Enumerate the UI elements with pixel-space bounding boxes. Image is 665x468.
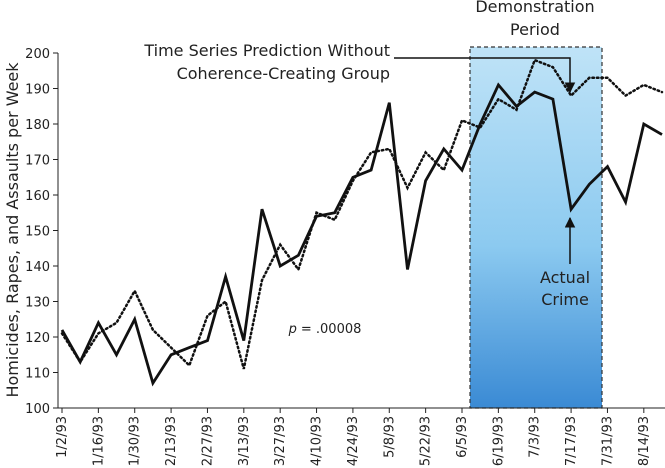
prediction-label: Time Series Prediction Without xyxy=(143,41,390,60)
x-tick-label: 6/5/93 xyxy=(455,416,470,458)
x-tick-label: 5/8/93 xyxy=(382,416,397,458)
x-tick-label: 8/14/93 xyxy=(637,416,652,466)
series-line xyxy=(60,58,664,370)
x-tick-label: 6/19/93 xyxy=(491,416,506,466)
x-tick-label: 2/13/93 xyxy=(164,416,179,466)
y-tick-label: 150 xyxy=(25,225,50,240)
p-value: p = .00008 xyxy=(288,322,362,337)
x-tick-label: 1/16/93 xyxy=(91,416,106,466)
prediction-arrow xyxy=(394,57,576,94)
x-tick-label: 3/13/93 xyxy=(237,416,252,466)
series-line xyxy=(60,82,663,387)
x-tick-label: 1/2/93 xyxy=(55,416,70,458)
x-tick-label: 7/17/93 xyxy=(564,416,579,466)
y-tick-label: 180 xyxy=(25,118,50,133)
x-tick-label: 7/3/93 xyxy=(528,416,543,458)
x-tick-label: 1/30/93 xyxy=(128,416,143,466)
x-tick-label: 3/27/93 xyxy=(273,416,288,466)
demonstration-label: Period xyxy=(510,20,560,39)
x-tick-label: 7/31/93 xyxy=(600,416,615,466)
y-tick-label: 160 xyxy=(25,189,50,204)
x-tick-label: 2/27/93 xyxy=(200,416,215,466)
y-axis-label: Homicides, Rapes, and Assaults per Week xyxy=(3,62,22,398)
x-tick-label: 5/22/93 xyxy=(419,416,434,466)
actual-label: Actual xyxy=(540,268,590,287)
y-tick-label: 200 xyxy=(25,47,50,62)
p-symbol: p xyxy=(288,322,297,337)
demonstration-label: Demonstration xyxy=(475,0,594,16)
y-tick-label: 140 xyxy=(25,260,50,275)
y-tick-label: 130 xyxy=(25,296,50,311)
actual-label: Crime xyxy=(541,290,589,309)
x-tick-label: 4/24/93 xyxy=(346,416,361,466)
x-tick-label: 4/10/93 xyxy=(310,416,325,466)
y-tick-label: 190 xyxy=(25,83,50,98)
prediction-label: Coherence-Creating Group xyxy=(177,64,390,83)
y-tick-label: 100 xyxy=(25,402,50,417)
y-tick-label: 110 xyxy=(25,367,50,382)
y-tick-label: 120 xyxy=(25,331,50,346)
y-tick-label: 170 xyxy=(25,154,50,169)
p-text: = .00008 xyxy=(301,322,362,337)
